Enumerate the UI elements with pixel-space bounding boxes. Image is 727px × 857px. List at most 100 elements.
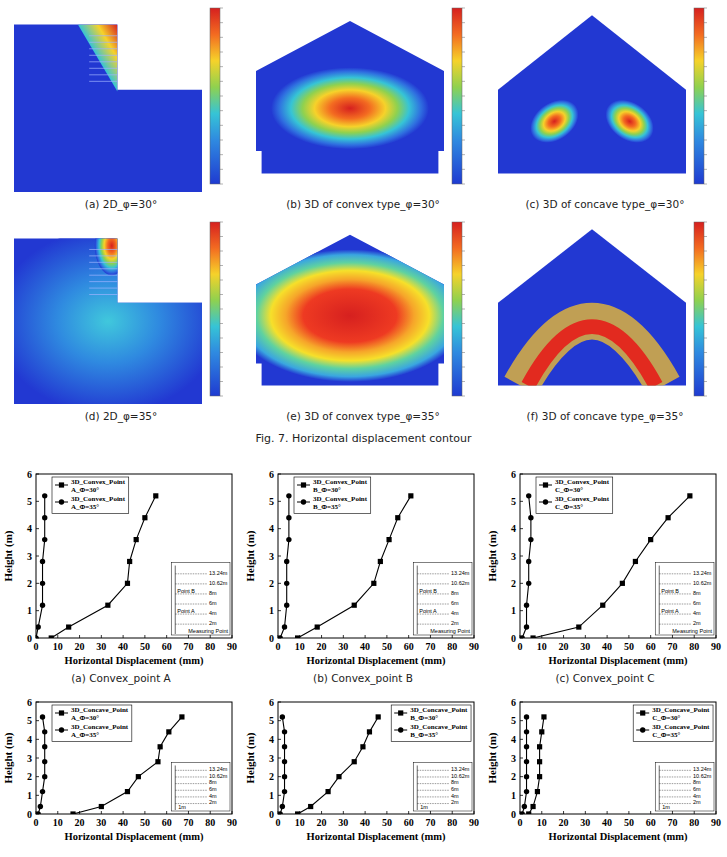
color-bar <box>210 222 220 396</box>
legend: 3D_Convex_PointB_Φ=30°3D_Convex_PointB_Φ… <box>294 477 371 514</box>
color-bar-tick <box>220 352 223 353</box>
legend-label-line: C_Φ=35° <box>555 503 583 511</box>
color-bar-tick <box>220 294 223 295</box>
x-tick <box>672 811 673 814</box>
inset-height-label: 6m <box>209 600 217 606</box>
color-bar-tick <box>704 140 707 141</box>
marker-circle <box>36 811 41 814</box>
marker-circle <box>42 537 47 542</box>
inset-level <box>175 624 207 625</box>
contour-fan <box>78 25 118 92</box>
plot-area <box>520 714 547 814</box>
nail <box>89 288 117 289</box>
x-tick <box>166 811 167 814</box>
x-tick-label: 60 <box>646 817 656 828</box>
color-bar-tick <box>462 367 465 368</box>
y-axis-title: Height (m) <box>2 530 15 581</box>
x-tick-label: 50 <box>140 817 150 828</box>
x-tick <box>188 811 189 814</box>
inset-height-label: 4m <box>209 793 217 799</box>
inset-frame <box>655 563 714 635</box>
x-tick <box>210 811 211 814</box>
marker-square <box>325 789 330 794</box>
nail <box>89 262 117 263</box>
marker-circle <box>36 624 41 629</box>
inset-point-label: Point A <box>661 608 679 614</box>
color-bar-tick <box>462 265 465 266</box>
marker-square <box>371 581 376 586</box>
y-tick-label: 0 <box>511 809 516 820</box>
contour-panel <box>0 216 223 413</box>
color-bar-tick <box>462 222 465 223</box>
inset-height-label: 13.24m <box>693 570 712 576</box>
y-tick <box>520 583 523 584</box>
model-body <box>498 229 686 385</box>
marker-square <box>134 537 139 542</box>
legend-marker <box>640 727 645 732</box>
inset-height-label: 2m <box>693 799 701 805</box>
x-tick <box>386 811 387 814</box>
marker-square <box>530 635 535 638</box>
panel-label: (b) 3D of convex type_φ=30° <box>286 198 440 211</box>
x-tick-label: 90 <box>227 641 237 652</box>
marker-square <box>153 493 158 498</box>
x-tick <box>452 811 453 814</box>
color-bar <box>452 222 462 396</box>
color-bar-tick <box>704 52 707 53</box>
x-tick-label: 20 <box>559 641 569 652</box>
x-tick-label: 30 <box>338 817 348 828</box>
x-tick-label: 20 <box>317 817 327 828</box>
color-bar-tick <box>704 280 707 281</box>
inset-height-label: 6m <box>693 786 701 792</box>
legend-marker <box>301 482 306 487</box>
legend-label: 3D_Convex_PointB_Φ=35° <box>313 495 368 511</box>
x-tick-label: 0 <box>518 641 523 652</box>
plot-area <box>278 714 381 814</box>
inset-height-label: 4m <box>693 610 701 616</box>
color-bar-tick <box>704 338 707 339</box>
inset-frame <box>655 762 714 811</box>
x-tick-label: 40 <box>118 817 128 828</box>
y-tick-label: 6 <box>27 697 32 708</box>
x-tick <box>541 811 542 814</box>
legend-label-line: A_Φ=35° <box>71 731 99 739</box>
inset-height-label: 10.62m <box>209 580 228 586</box>
inset-height-label: 2m <box>693 620 701 626</box>
y-axis-title: Height (m) <box>244 530 257 581</box>
x-tick-label: 20 <box>75 817 85 828</box>
marker-circle <box>524 603 529 608</box>
inset-level <box>659 624 691 625</box>
y-axis-title: Height (m) <box>2 732 15 783</box>
legend-label-line: B_Φ=35° <box>313 503 341 511</box>
contour-arch <box>521 321 664 385</box>
x-axis-title: Horizontal Displacement (mm) <box>65 831 204 843</box>
marker-square <box>49 635 54 638</box>
color-bar-tick <box>220 309 223 310</box>
model-body <box>14 25 202 192</box>
inset-level <box>659 770 691 771</box>
marker-square <box>537 759 542 764</box>
x-tick-label: 30 <box>580 817 590 828</box>
page: (a) 2D_φ=30°(b) 3D of convex type_φ=30°(… <box>0 0 727 857</box>
marker-square <box>352 759 357 764</box>
chart: 01020304050607080900123456Horizontal Dis… <box>2 697 237 844</box>
marker-square <box>352 603 357 608</box>
x-tick <box>607 811 608 814</box>
marker-square <box>408 493 413 498</box>
x-tick <box>430 635 431 638</box>
inset-measuring-label: Measuring Point <box>672 628 712 634</box>
inset: 13.24m10.62m8m6m4m2m1m <box>413 762 472 811</box>
legend-label: 3D_Concave_PointC_Φ=30° <box>652 706 710 722</box>
marker-square <box>66 624 71 629</box>
color-bar-tick <box>220 140 223 141</box>
inset-level <box>659 573 691 574</box>
nail <box>89 281 117 282</box>
inset-level <box>175 783 207 784</box>
color-bar-tick <box>220 154 223 155</box>
color-bar-tick <box>220 96 223 97</box>
x-tick-label: 40 <box>360 641 370 652</box>
color-bar-tick <box>704 352 707 353</box>
y-tick <box>36 528 39 529</box>
marker-square <box>166 729 171 734</box>
x-tick-label: 10 <box>537 817 547 828</box>
